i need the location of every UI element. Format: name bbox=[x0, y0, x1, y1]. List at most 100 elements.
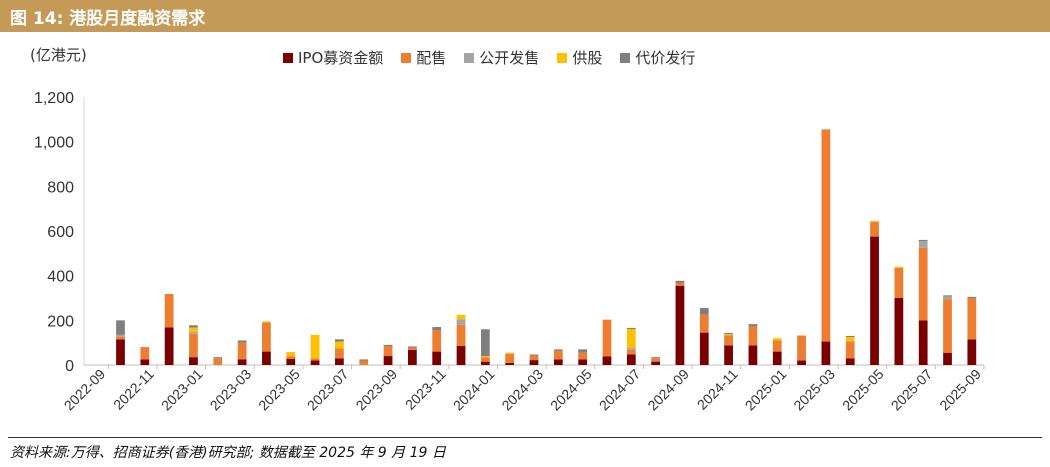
bar-segment bbox=[772, 340, 782, 352]
bar-segment bbox=[967, 298, 977, 340]
bar-segment bbox=[602, 319, 612, 357]
x-tick-label: 2025-09 bbox=[936, 366, 984, 414]
x-tick-label: 2023-09 bbox=[353, 366, 401, 414]
bar-segment bbox=[237, 359, 247, 365]
bar-segment bbox=[772, 351, 782, 365]
y-tick-label: 800 bbox=[47, 179, 74, 196]
bar-segment bbox=[699, 314, 709, 333]
bar-segment bbox=[286, 352, 296, 357]
bar-segment bbox=[626, 329, 636, 349]
bar-segment bbox=[237, 342, 247, 360]
bar-segment bbox=[894, 298, 904, 365]
bar-segment bbox=[529, 354, 539, 356]
bar-segment bbox=[480, 361, 490, 365]
bar-segment bbox=[553, 359, 563, 365]
bar-segment bbox=[189, 333, 198, 358]
x-tick-label: 2024-05 bbox=[547, 366, 595, 414]
x-tick-label: 2024-09 bbox=[644, 366, 692, 414]
bar-segment bbox=[821, 129, 831, 342]
bar-segment bbox=[505, 352, 515, 354]
bar-segment bbox=[602, 356, 612, 365]
legend-swatch bbox=[464, 52, 475, 63]
bar-segment bbox=[335, 358, 344, 365]
bar-segment bbox=[918, 241, 928, 248]
bar-segment bbox=[456, 346, 466, 365]
bar-segment bbox=[651, 357, 660, 359]
bar-segment bbox=[724, 333, 733, 335]
bar-segment bbox=[553, 349, 563, 351]
bar-segment bbox=[237, 340, 247, 343]
legend-item: 配售 bbox=[401, 47, 446, 68]
bar-segment bbox=[845, 335, 855, 338]
bar-segment bbox=[675, 285, 685, 365]
legend-item: 代价发行 bbox=[620, 47, 695, 68]
bar-segment bbox=[529, 355, 539, 361]
y-unit-label: (亿港元) bbox=[30, 46, 87, 64]
bar-segment bbox=[164, 327, 174, 365]
bar-segment bbox=[359, 360, 369, 365]
y-tick-label: 1,000 bbox=[34, 135, 74, 152]
bar-segment bbox=[870, 220, 879, 223]
x-tick-label: 2024-11 bbox=[694, 366, 741, 413]
x-tick-label: 2024-07 bbox=[596, 366, 644, 414]
bar-segment bbox=[724, 334, 733, 336]
bar-segment bbox=[845, 341, 855, 359]
legend-label: 配售 bbox=[416, 49, 447, 67]
bar-segment bbox=[918, 320, 928, 365]
bar-segment bbox=[505, 362, 515, 365]
bar-segment bbox=[432, 351, 442, 365]
x-tick-label: 2023-07 bbox=[304, 366, 352, 414]
x-tick-label: 2025-03 bbox=[790, 366, 838, 414]
bar-segment bbox=[651, 361, 660, 365]
bar-segment bbox=[845, 358, 855, 365]
legend-swatch bbox=[401, 52, 412, 63]
bar-segment bbox=[189, 327, 198, 332]
legend-item: IPO募资金额 bbox=[283, 47, 383, 68]
source-note: 资料来源:万得、招商证券(香港)研究部; 数据截至 2025 年 9 月 19 … bbox=[10, 445, 446, 461]
bar-segment bbox=[310, 360, 320, 365]
y-tick-label: 400 bbox=[47, 269, 74, 286]
bar-segment bbox=[408, 347, 417, 350]
bar-segment bbox=[480, 357, 490, 362]
bar-segment bbox=[578, 359, 588, 365]
bar-segment bbox=[310, 358, 320, 361]
bar-segment bbox=[918, 239, 928, 242]
bar-segment bbox=[480, 356, 490, 358]
legend-swatch bbox=[557, 52, 568, 63]
bar-segment bbox=[529, 360, 539, 365]
bar-segment bbox=[262, 322, 271, 352]
bar-segment bbox=[359, 359, 369, 361]
bar-segment bbox=[894, 266, 904, 268]
y-tick-label: 600 bbox=[47, 224, 74, 241]
bar-segment bbox=[286, 358, 296, 365]
figure-title: 图 14: 港股月度融资需求 bbox=[10, 9, 206, 29]
x-tick-label: 2024-03 bbox=[498, 366, 546, 414]
source-divider bbox=[8, 437, 1042, 438]
bar-segment bbox=[943, 295, 952, 297]
bar-segment bbox=[699, 332, 709, 365]
bar-segment bbox=[821, 341, 831, 365]
bar-segment bbox=[213, 358, 223, 365]
bar-segment bbox=[626, 327, 636, 330]
legend-swatch bbox=[620, 52, 631, 63]
bar-segment bbox=[189, 331, 198, 334]
bar-segment bbox=[189, 325, 198, 328]
bar-segment bbox=[116, 334, 125, 337]
bar-segment bbox=[797, 360, 806, 365]
bar-segment bbox=[748, 326, 758, 346]
bar-segment bbox=[432, 330, 442, 352]
bar-segment bbox=[870, 236, 879, 365]
y-tick-label: 0 bbox=[65, 358, 74, 375]
bar-segment bbox=[213, 357, 223, 359]
bar-segment bbox=[140, 359, 150, 365]
bar-segment bbox=[553, 350, 563, 360]
bar-segment bbox=[651, 358, 660, 362]
x-tick-label: 2024-01 bbox=[450, 366, 498, 414]
bar-segment bbox=[943, 299, 952, 353]
bar-segment bbox=[116, 336, 125, 340]
bar-segment bbox=[164, 293, 174, 328]
bar-segment bbox=[772, 338, 782, 341]
bar-segment bbox=[335, 339, 344, 342]
bar-segment bbox=[505, 353, 515, 363]
